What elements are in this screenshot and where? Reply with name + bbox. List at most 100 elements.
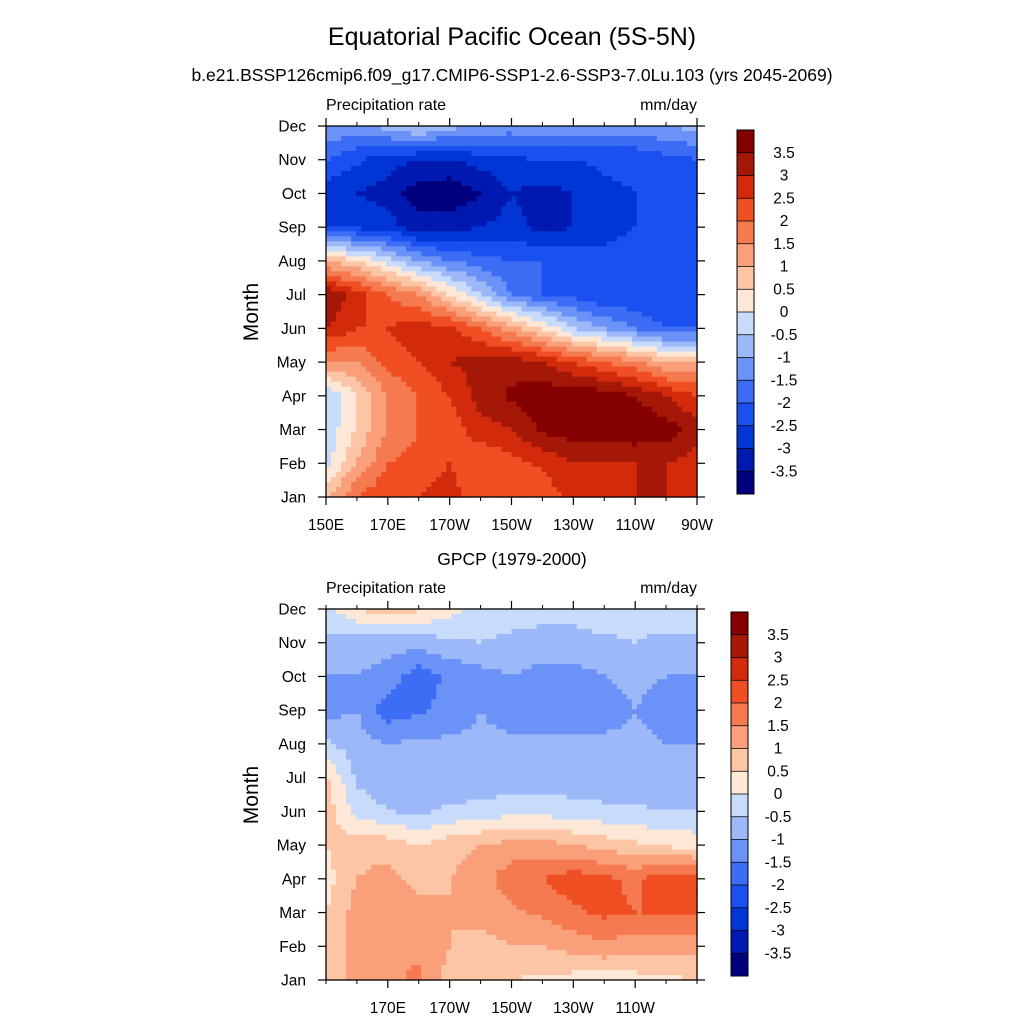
heatmap-cell xyxy=(351,431,357,438)
heatmap-cell xyxy=(476,141,483,147)
heatmap-cell xyxy=(351,201,357,207)
heatmap-cell xyxy=(496,261,503,267)
heatmap-cell xyxy=(626,196,633,202)
heatmap-cell xyxy=(351,311,357,318)
heatmap-cell xyxy=(411,226,417,232)
heatmap-cell xyxy=(526,341,533,348)
heatmap-cell xyxy=(411,181,417,187)
heatmap-cell xyxy=(421,231,427,237)
heatmap-cell xyxy=(476,401,483,408)
heatmap-cell xyxy=(616,191,623,197)
heatmap-cell xyxy=(436,396,442,403)
heatmap-cell xyxy=(446,346,452,353)
heatmap-cell xyxy=(521,381,528,388)
heatmap-cell xyxy=(376,256,382,262)
heatmap-cell xyxy=(661,246,668,252)
heatmap-cell xyxy=(426,196,432,202)
heatmap-cell xyxy=(361,126,367,132)
heatmap-cell xyxy=(566,251,573,257)
heatmap-cell xyxy=(536,416,543,423)
heatmap-cell xyxy=(486,316,493,323)
heatmap-cell xyxy=(361,331,367,338)
heatmap-cell xyxy=(671,431,678,438)
heatmap-cell xyxy=(346,226,352,232)
heatmap-cell xyxy=(681,381,688,388)
heatmap-cell xyxy=(531,196,538,202)
heatmap-cell xyxy=(681,151,688,157)
heatmap-cell xyxy=(366,316,372,323)
heatmap-cell xyxy=(581,141,588,147)
heatmap-cell xyxy=(456,176,462,182)
heatmap-cell xyxy=(606,236,613,242)
heatmap-cell xyxy=(621,246,628,252)
heatmap-cell xyxy=(661,316,668,323)
heatmap-cell xyxy=(551,246,558,252)
heatmap-cell xyxy=(381,256,387,262)
heatmap-cell xyxy=(376,156,382,162)
heatmap-cell xyxy=(371,401,377,408)
heatmap-cell xyxy=(671,316,678,323)
heatmap-cell xyxy=(521,226,528,232)
heatmap-cell xyxy=(466,336,472,343)
heatmap-cell xyxy=(691,361,698,368)
heatmap-cell xyxy=(411,136,417,142)
heatmap-cell xyxy=(371,376,377,383)
heatmap-cell xyxy=(486,361,493,368)
heatmap-cell xyxy=(526,336,533,343)
heatmap-cell xyxy=(381,446,387,453)
heatmap-cell xyxy=(451,231,457,237)
heatmap-cell xyxy=(501,426,508,433)
heatmap-cell xyxy=(371,191,377,197)
heatmap-cell xyxy=(646,356,653,363)
heatmap-cell xyxy=(406,276,412,283)
heatmap-cell xyxy=(506,446,513,453)
heatmap-cell xyxy=(631,441,638,448)
heatmap-cell xyxy=(641,211,648,217)
heatmap-cell xyxy=(476,191,483,197)
heatmap-cell xyxy=(426,431,432,438)
heatmap-cell xyxy=(416,361,422,368)
heatmap-cell xyxy=(511,356,518,363)
heatmap-cell xyxy=(486,421,493,428)
heatmap-cell xyxy=(561,216,568,222)
heatmap-cell xyxy=(451,296,457,303)
heatmap-cell xyxy=(441,191,447,197)
heatmap-cell xyxy=(646,256,653,262)
heatmap-cell xyxy=(326,436,332,443)
heatmap-cell xyxy=(601,406,608,413)
heatmap-cell xyxy=(366,381,372,388)
heatmap-cell xyxy=(396,271,402,277)
heatmap-cell xyxy=(556,141,563,147)
heatmap-cell xyxy=(556,391,563,398)
heatmap-cell xyxy=(431,321,437,328)
heatmap-cell xyxy=(511,266,518,272)
heatmap-cell xyxy=(521,181,528,187)
heatmap-cell xyxy=(601,426,608,433)
heatmap-cell xyxy=(601,356,608,363)
heatmap-cell xyxy=(611,406,618,413)
heatmap-cell xyxy=(586,246,593,252)
heatmap-cell xyxy=(331,286,337,293)
heatmap-cell xyxy=(331,146,337,152)
heatmap-cell xyxy=(656,401,663,408)
heatmap-cell xyxy=(431,286,437,293)
heatmap-cell xyxy=(681,416,688,423)
heatmap-cell xyxy=(431,356,437,363)
heatmap-cell xyxy=(621,351,628,358)
heatmap-cell xyxy=(406,361,412,368)
heatmap-cell xyxy=(331,366,337,373)
heatmap-cell xyxy=(661,186,668,192)
heatmap-cell xyxy=(491,126,498,132)
heatmap-cell xyxy=(596,326,603,333)
heatmap-cell xyxy=(566,131,573,137)
heatmap-cell xyxy=(546,376,553,383)
heatmap-cell xyxy=(646,366,653,373)
heatmap-cell xyxy=(441,266,447,272)
heatmap-cell xyxy=(406,186,412,192)
heatmap-cell xyxy=(491,241,498,247)
heatmap-cell xyxy=(396,381,402,388)
heatmap-cell xyxy=(436,281,442,288)
heatmap-cell xyxy=(476,371,483,378)
heatmap-cell xyxy=(366,336,372,343)
heatmap-cell xyxy=(596,376,603,383)
